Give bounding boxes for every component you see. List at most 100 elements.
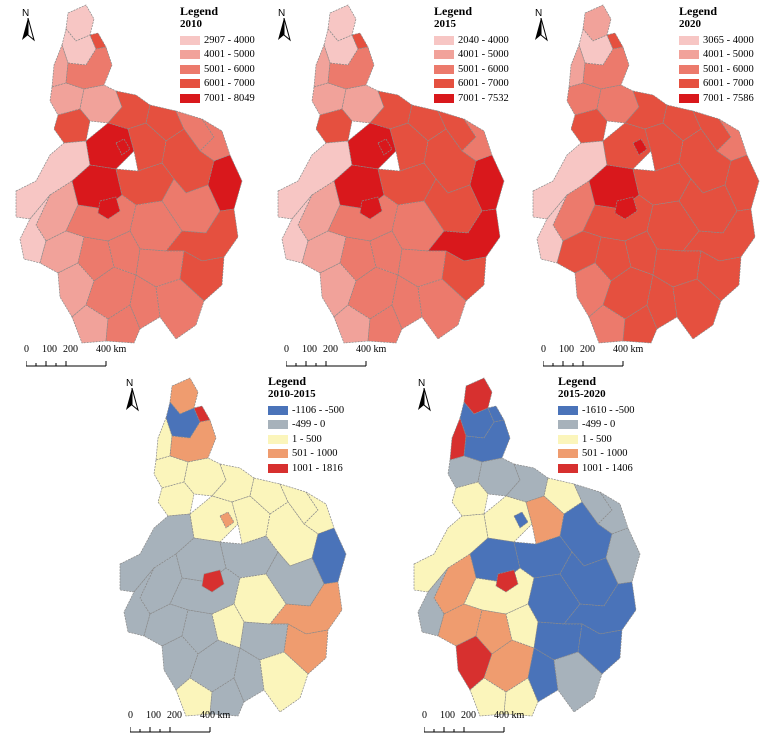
legend-swatch — [434, 93, 454, 103]
legend-class-5: 1001 - 1406 — [558, 461, 635, 476]
region-r12 — [597, 491, 629, 535]
region-r13 — [277, 140, 353, 220]
region-r26 — [143, 603, 189, 647]
scale-label-400: 400 km — [613, 344, 644, 355]
legend-2010-2015: Legend 2010-2015 -1106 - -500 -499 - 0 1 -… — [268, 374, 344, 476]
region-r33 — [129, 274, 161, 330]
legend-label: 2040 - 4000 — [458, 34, 509, 46]
legend-title: Legend — [558, 374, 597, 388]
legend-swatch — [434, 50, 454, 60]
region-r12 — [716, 118, 748, 162]
legend-class-3: 5001 - 6000 — [180, 62, 255, 77]
region-r34 — [417, 278, 467, 340]
scale-bar: 0 100 200 400 km — [422, 710, 525, 740]
region-r33 — [527, 647, 559, 703]
legend-swatch — [268, 434, 288, 444]
region-r31 — [57, 262, 95, 318]
legend-swatch — [180, 93, 200, 103]
legend-label: 7001 - 8049 — [204, 92, 255, 104]
scale-label-0: 0 — [422, 710, 427, 721]
region-r34 — [155, 278, 205, 340]
legend-label: 6001 - 7000 — [458, 78, 509, 90]
region-r38 — [201, 569, 225, 593]
region-r26 — [301, 230, 347, 274]
legend-swatch — [679, 50, 699, 60]
legend-class-2: 4001 - 5000 — [679, 48, 754, 63]
region-r31 — [161, 635, 199, 691]
north-arrow: N — [414, 378, 434, 412]
legend-class-5: 7001 - 7532 — [434, 91, 509, 106]
legend-swatch — [180, 79, 200, 89]
region-r12 — [199, 118, 231, 162]
legend-class-3: 5001 - 6000 — [679, 62, 754, 77]
region-r09 — [505, 463, 549, 503]
legend-period: 2015 — [434, 18, 456, 30]
legend-period: 2015-2020 — [558, 388, 606, 400]
north-arrow: N — [274, 8, 294, 42]
legend-swatch — [268, 420, 288, 430]
region-r06 — [311, 82, 347, 116]
legend-swatch — [679, 64, 699, 74]
legend-label: -1610 - -500 — [582, 404, 635, 416]
scale-label-400: 400 km — [96, 344, 127, 355]
scale-label-100: 100 — [440, 710, 455, 721]
panel-2010: N Legend 2010 2907 - 4000 4001 - 5000 5001… — [0, 0, 260, 370]
legend-swatch — [679, 79, 699, 89]
legend-label: 7001 - 7586 — [703, 92, 754, 104]
legend-swatch — [558, 463, 578, 473]
legend-label: 501 - 1000 — [292, 448, 338, 460]
region-r15 — [644, 122, 684, 172]
legend-swatch — [679, 93, 699, 103]
scale-label-100: 100 — [146, 710, 161, 721]
region-r31 — [574, 262, 612, 318]
legend-label: 5001 - 6000 — [204, 63, 255, 75]
legend-period: 2010 — [180, 18, 202, 30]
region-r37 — [513, 511, 529, 529]
region-r36 — [209, 677, 245, 717]
scale-label-400: 400 km — [494, 710, 525, 721]
region-r34 — [553, 651, 603, 713]
north-arrow: N — [531, 8, 551, 42]
choropleth-map-2020 — [532, 4, 760, 344]
region-r13 — [119, 513, 195, 593]
region-r33 — [646, 274, 678, 330]
region-r37 — [377, 138, 393, 156]
region-r09 — [369, 90, 413, 130]
region-r15 — [231, 495, 271, 545]
legend-class-1: 2040 - 4000 — [434, 33, 509, 48]
legend-class-4: 6001 - 7000 — [434, 77, 509, 92]
region-r12 — [461, 118, 493, 162]
legend-swatch — [558, 449, 578, 459]
panel-2015-2020: N Legend 2015-2020 -1610 - -500 -499 - 0 1… — [404, 372, 674, 742]
region-r13 — [532, 140, 608, 220]
legend-class-2: 4001 - 5000 — [434, 48, 509, 63]
choropleth-map-2010-2015 — [119, 377, 347, 717]
region-r36 — [367, 304, 403, 344]
legend-class-3: 1 - 500 — [268, 432, 344, 447]
legend-swatch — [434, 79, 454, 89]
scale-label-200: 200 — [461, 710, 476, 721]
legend-swatch — [180, 35, 200, 45]
legend-period: 2020 — [679, 18, 701, 30]
legend-label: -499 - 0 — [582, 419, 616, 431]
scale-bar: 0 100 200 400 km — [24, 344, 127, 374]
region-r31 — [455, 635, 493, 691]
region-r06 — [49, 82, 85, 116]
legend-swatch — [268, 449, 288, 459]
legend-swatch — [679, 35, 699, 45]
scale-label-0: 0 — [284, 344, 289, 355]
north-label: N — [22, 8, 30, 19]
region-r15 — [525, 495, 565, 545]
scale-label-0: 0 — [541, 344, 546, 355]
scale-bar: 0 100 200 400 km — [541, 344, 644, 374]
legend-label: 501 - 1000 — [582, 448, 628, 460]
legend-label: 4001 - 5000 — [458, 49, 509, 61]
legend-label: -499 - 0 — [292, 419, 326, 431]
region-r38 — [359, 196, 383, 220]
scale-label-100: 100 — [42, 344, 57, 355]
legend-2015: Legend 2015 2040 - 4000 4001 - 5000 5001 -… — [434, 4, 509, 106]
scale-label-200: 200 — [63, 344, 78, 355]
legend-label: 5001 - 6000 — [458, 63, 509, 75]
region-r34 — [672, 278, 722, 340]
scale-bar: 0 100 200 400 km — [128, 710, 230, 740]
